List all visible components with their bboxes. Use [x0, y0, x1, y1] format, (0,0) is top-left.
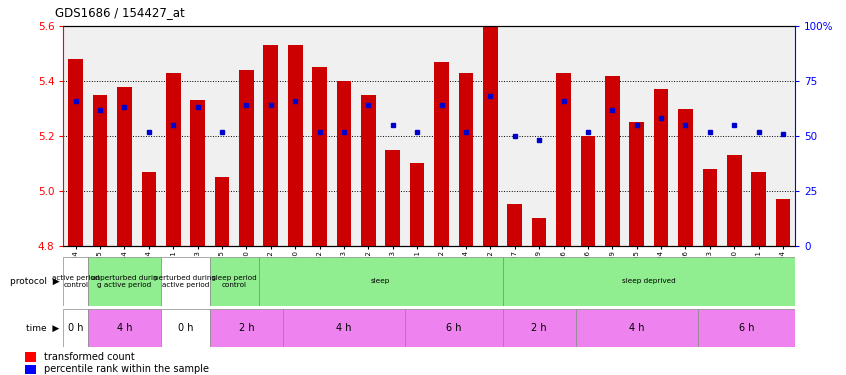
Bar	[141, 172, 157, 246]
Bar	[312, 68, 327, 246]
Bar	[580, 136, 596, 246]
Bar	[166, 73, 180, 246]
Bar	[88, 309, 161, 347]
Bar	[361, 95, 376, 246]
Bar	[629, 122, 644, 246]
Bar	[751, 172, 766, 246]
Text: protocol  ▶: protocol ▶	[9, 277, 59, 286]
Bar	[117, 87, 132, 246]
Bar	[483, 26, 497, 246]
Bar	[698, 309, 795, 347]
Text: transformed count: transformed count	[44, 352, 135, 362]
Bar	[259, 257, 503, 306]
Bar	[386, 150, 400, 246]
Text: 4 h: 4 h	[336, 323, 352, 333]
Bar	[63, 257, 88, 306]
Bar	[210, 257, 259, 306]
Bar	[434, 62, 449, 246]
Bar	[263, 45, 278, 246]
Bar	[702, 169, 717, 246]
Text: 0 h: 0 h	[68, 323, 84, 333]
Bar	[678, 108, 693, 246]
Bar	[239, 70, 254, 246]
Bar	[575, 309, 698, 347]
Text: time  ▶: time ▶	[26, 324, 59, 333]
Text: 0 h: 0 h	[178, 323, 193, 333]
Text: perturbed during
active period: perturbed during active period	[155, 275, 217, 288]
Text: active period
control: active period control	[52, 275, 99, 288]
Text: 6 h: 6 h	[446, 323, 461, 333]
Text: 6 h: 6 h	[739, 323, 754, 333]
Bar	[288, 45, 303, 246]
Bar	[93, 95, 107, 246]
Bar	[25, 352, 36, 362]
Text: percentile rank within the sample: percentile rank within the sample	[44, 364, 209, 374]
Text: sleep deprived: sleep deprived	[622, 278, 676, 284]
Bar	[605, 76, 619, 246]
Text: 4 h: 4 h	[629, 323, 645, 333]
Text: 2 h: 2 h	[531, 323, 547, 333]
Text: 4 h: 4 h	[117, 323, 132, 333]
Text: unperturbed durin
g active period: unperturbed durin g active period	[91, 275, 157, 288]
Text: GDS1686 / 154427_at: GDS1686 / 154427_at	[55, 6, 184, 19]
Bar	[405, 309, 503, 347]
Bar	[210, 309, 283, 347]
Bar	[556, 73, 571, 246]
Text: sleep: sleep	[371, 278, 390, 284]
Bar	[25, 364, 36, 374]
Bar	[503, 309, 575, 347]
Bar	[69, 59, 83, 246]
Bar	[161, 257, 210, 306]
Bar	[654, 89, 668, 246]
Bar	[503, 257, 795, 306]
Bar	[63, 309, 88, 347]
Bar	[459, 73, 473, 246]
Bar	[532, 218, 547, 246]
Bar	[727, 155, 742, 246]
Bar	[776, 199, 790, 246]
Bar	[508, 204, 522, 246]
Bar	[215, 177, 229, 246]
Bar	[409, 164, 425, 246]
Bar	[161, 309, 210, 347]
Bar	[88, 257, 161, 306]
Bar	[190, 100, 205, 246]
Text: sleep period
control: sleep period control	[212, 275, 256, 288]
Text: 2 h: 2 h	[239, 323, 254, 333]
Bar	[337, 81, 351, 246]
Bar	[283, 309, 405, 347]
